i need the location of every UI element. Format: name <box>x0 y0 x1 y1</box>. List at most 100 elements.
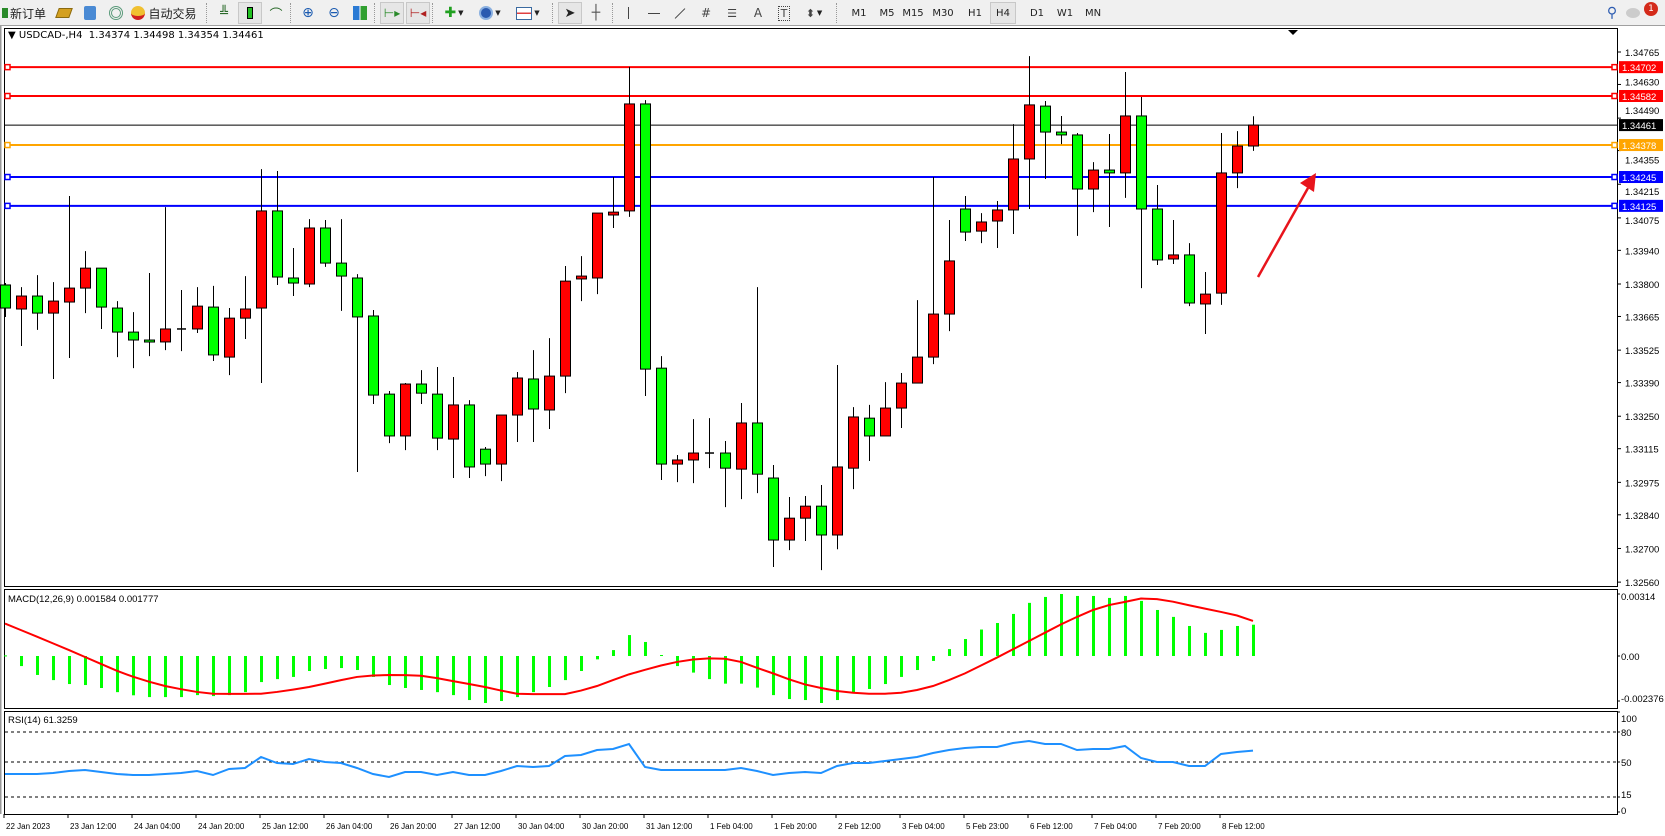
time-tick-label: 31 Jan 12:00 <box>646 822 693 831</box>
candle-body <box>976 221 987 232</box>
equidistant-channel-button[interactable]: # <box>694 2 718 24</box>
auto-trading-button[interactable]: 自动交易 <box>128 2 200 24</box>
periods-button[interactable]: ▼ <box>474 2 506 24</box>
fibonacci-icon: ☰ <box>727 6 737 20</box>
zoom-out-button[interactable]: ⊖ <box>322 2 346 24</box>
macd-histogram-bar <box>1140 600 1143 656</box>
candle <box>880 382 891 437</box>
horizontal-level-line[interactable] <box>4 202 1618 210</box>
new-order-button[interactable]: 新订单 <box>2 2 46 24</box>
horizontal-level-line[interactable] <box>4 92 1618 100</box>
new-chart-button[interactable]: ✚ ▼ <box>438 2 470 24</box>
timeframe-m30[interactable]: M30 <box>932 7 954 19</box>
trendline-button[interactable] <box>668 2 692 24</box>
price-tick-label: 1.32700 <box>1625 544 1659 555</box>
level-handle-left <box>4 173 11 181</box>
zoom-in-button[interactable]: ⊕ <box>296 2 320 24</box>
candle <box>80 251 91 314</box>
rsi-tick-label: 0 <box>1621 806 1626 817</box>
candle <box>304 219 315 288</box>
candle-body <box>288 277 299 284</box>
macd-histogram-bar <box>1220 629 1223 656</box>
macd-histogram-bar <box>468 656 471 701</box>
chart-shift-button[interactable]: ⊢▸ <box>380 2 404 24</box>
candle-body <box>224 317 235 358</box>
rsi-tick-label: 50 <box>1621 758 1632 769</box>
candle-body <box>384 393 395 437</box>
macd-histogram-bar <box>724 656 727 684</box>
candle <box>416 370 427 404</box>
horizontal-level-line[interactable] <box>4 141 1618 149</box>
candle-body <box>544 375 555 411</box>
candle <box>1136 96 1147 289</box>
candle-body <box>1168 254 1179 260</box>
candlestick-button[interactable] <box>238 2 262 24</box>
candle-body <box>0 284 11 309</box>
chart-menu-triangle-icon[interactable]: ▼ <box>8 30 19 41</box>
horizontal-line-button[interactable] <box>642 2 666 24</box>
macd-histogram-bar <box>900 656 903 677</box>
candle-body <box>512 377 523 416</box>
auto-scroll-button[interactable]: ⊢◂ <box>406 2 430 24</box>
candle-body <box>320 227 331 264</box>
candle-body <box>864 417 875 437</box>
macd-histogram-bar <box>228 656 231 696</box>
candle-body <box>240 308 251 319</box>
timeframe-m15[interactable]: M15 <box>902 7 924 19</box>
cursor-button[interactable]: ➤ <box>558 2 582 24</box>
auto-trading-label: 自动交易 <box>148 6 197 21</box>
timeframe-mn[interactable]: MN <box>1084 7 1102 19</box>
templates-button[interactable]: ▼ <box>510 2 546 24</box>
crosshair-button[interactable]: ┼ <box>584 2 608 24</box>
signals-button[interactable] <box>104 2 128 24</box>
level-price-label-bg <box>1619 61 1663 74</box>
candle-body <box>656 367 667 465</box>
line-chart-button[interactable]: ⌒ <box>264 2 288 24</box>
price-tick-label: 1.33115 <box>1625 445 1659 456</box>
macd-histogram-bar <box>532 656 535 693</box>
tile-windows-button[interactable] <box>348 2 372 24</box>
main-pane-frame <box>4 28 1618 587</box>
arrows-button[interactable]: ⬍ ▼ <box>798 2 830 24</box>
history-center-button[interactable] <box>78 2 102 24</box>
horizontal-level-line[interactable] <box>4 63 1618 71</box>
macd-histogram-bar <box>132 656 135 696</box>
timeframe-m1[interactable]: M1 <box>851 7 867 19</box>
annotation-arrow[interactable] <box>1256 173 1316 278</box>
timeframe-w1[interactable]: W1 <box>1056 7 1074 19</box>
current-price-label-bg <box>1619 119 1663 132</box>
candle <box>1040 101 1051 179</box>
timeframe-h1[interactable]: H1 <box>968 7 982 19</box>
macd-histogram-bar <box>884 656 887 685</box>
candle-body <box>576 275 587 280</box>
fibonacci-button[interactable]: ☰ <box>720 2 744 24</box>
time-tick-label: 2 Feb 12:00 <box>838 822 881 831</box>
macd-tick-label: 0.00 <box>1621 652 1640 663</box>
horizontal-level-line[interactable] <box>4 173 1618 181</box>
time-tick-label: 25 Jan 12:00 <box>262 822 309 831</box>
timeframe-m5[interactable]: M5 <box>879 7 895 19</box>
macd-histogram-bar <box>596 656 599 660</box>
timeframe-d1[interactable]: D1 <box>1029 7 1045 19</box>
candle-body <box>640 103 651 370</box>
vertical-line-button[interactable] <box>616 2 640 24</box>
text-label-button[interactable]: T <box>772 2 796 24</box>
strategy-tester-button[interactable] <box>52 2 76 24</box>
search-button[interactable]: ⚲ <box>1600 2 1624 24</box>
candle <box>800 496 811 542</box>
bar-chart-button[interactable]: ╩ <box>212 2 236 24</box>
candle-body <box>112 307 123 333</box>
macd-histogram-bar <box>436 656 439 693</box>
candle-body <box>1008 158 1019 211</box>
candle-body <box>96 267 107 308</box>
candle-body <box>64 287 75 303</box>
chart-canvas[interactable]: 1.34765 1.34630 1.34490 1.34355 1.34215 1.340… <box>0 26 1665 836</box>
notifications-button[interactable]: 1 <box>1626 2 1662 24</box>
timeframe-h4[interactable]: H4 <box>990 2 1016 24</box>
candle-body <box>720 452 731 469</box>
price-tick-label: 1.32560 <box>1625 578 1659 589</box>
macd-histogram-bar <box>628 635 631 656</box>
text-button[interactable]: A <box>746 2 770 24</box>
arrow-shaft <box>1256 187 1310 278</box>
candle <box>1168 220 1179 265</box>
